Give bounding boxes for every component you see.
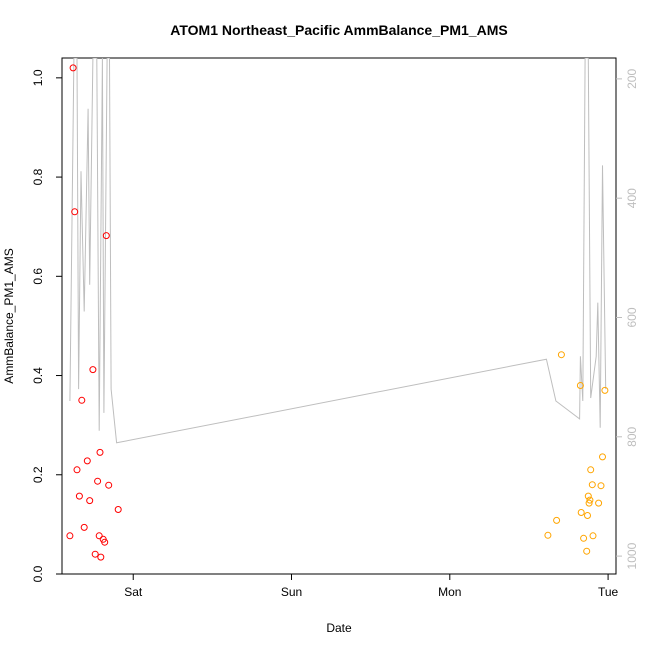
right-axis: 200 400 600 800 1000 — [616, 69, 639, 569]
right-tick-label-2: 600 — [625, 307, 639, 327]
orange-point-15 — [597, 482, 605, 490]
y-tick-label-0: 0.0 — [31, 565, 45, 582]
x-tick-label-3: Tue — [598, 585, 619, 599]
red-point-17 — [102, 232, 110, 240]
orange-point-1 — [553, 516, 561, 524]
right-tick-label-0: 200 — [625, 69, 639, 89]
right-tick-label-3: 800 — [625, 426, 639, 446]
red-point-0 — [66, 532, 74, 540]
orange-point-16 — [599, 453, 606, 461]
altitude-layer — [69, 58, 607, 444]
orange-point-0 — [544, 531, 552, 539]
altitude-line — [69, 58, 607, 444]
orange-point-13 — [589, 532, 597, 540]
red-point-13 — [96, 448, 104, 456]
orange-point-6 — [583, 547, 591, 555]
orange-point-5 — [580, 534, 588, 542]
red-point-18 — [105, 481, 113, 489]
right-tick-label-4: 1000 — [625, 542, 639, 569]
red-point-11 — [94, 477, 102, 485]
orange-point-12 — [588, 481, 596, 489]
right-tick-label-1: 400 — [625, 188, 639, 208]
x-tick-label-2: Mon — [438, 585, 461, 599]
x-tick-label-0: Sat — [124, 585, 143, 599]
red-point-9 — [89, 366, 97, 374]
red-point-6 — [80, 523, 88, 531]
orange-point-8 — [584, 492, 592, 500]
x-axis: Sat Sun Mon Tue — [124, 574, 619, 599]
plot-frame — [61, 57, 617, 575]
orange-point-9 — [585, 499, 593, 507]
red-point-4 — [75, 492, 83, 500]
orange-point-7 — [584, 512, 591, 519]
chart-title: ATOM1 Northeast_Pacific AmmBalance_PM1_A… — [170, 22, 507, 38]
red-point-3 — [73, 466, 81, 474]
red-point-14 — [97, 553, 105, 561]
red-point-16 — [101, 538, 109, 546]
y-tick-label-1: 0.2 — [31, 466, 45, 483]
y-tick-label-5: 1.0 — [31, 69, 45, 86]
orange-point-2 — [557, 351, 565, 359]
red-point-10 — [91, 550, 99, 558]
red-point-5 — [78, 396, 86, 404]
red-point-12 — [95, 532, 103, 540]
y-axis-label: AmmBalance_PM1_AMS — [2, 248, 16, 383]
y-tick-label-2: 0.4 — [31, 367, 45, 384]
y-tick-label-3: 0.6 — [31, 268, 45, 285]
orange-point-3 — [576, 382, 584, 389]
orange-point-4 — [577, 509, 585, 516]
orange-point-17 — [601, 386, 609, 394]
orange-point-10 — [586, 496, 594, 504]
x-axis-label: Date — [326, 621, 352, 635]
red-point-7 — [83, 457, 91, 465]
x-tick-label-1: Sun — [281, 585, 302, 599]
orange-point-11 — [587, 466, 595, 474]
red-point-19 — [114, 506, 122, 513]
orange-point-14 — [595, 499, 603, 507]
y-tick-label-4: 0.8 — [31, 168, 45, 185]
red-point-2 — [71, 208, 79, 216]
points-layer — [66, 64, 609, 561]
red-point-1 — [69, 64, 77, 72]
red-point-8 — [86, 497, 94, 505]
y-axis: 0.0 0.2 0.4 0.6 0.8 1.0 — [31, 69, 62, 582]
